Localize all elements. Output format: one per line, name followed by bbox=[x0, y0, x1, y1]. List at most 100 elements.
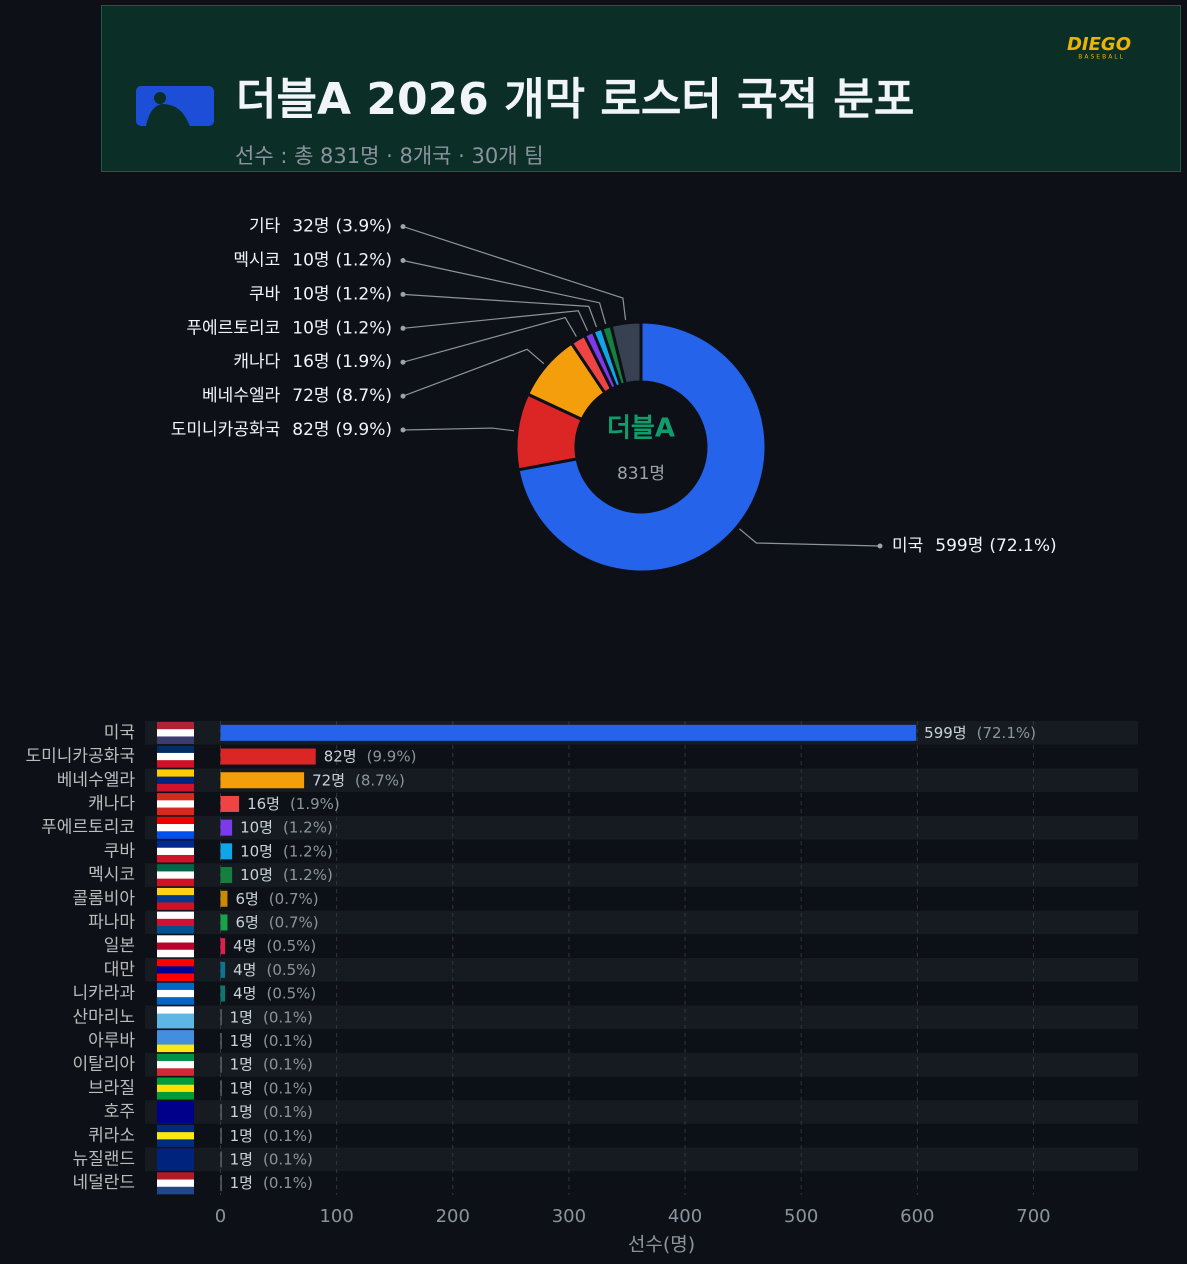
leader-line bbox=[402, 293, 598, 328]
flag-stripe bbox=[157, 722, 194, 730]
bar-label: 6명 (0.7%) bbox=[235, 889, 318, 907]
flag-stripe bbox=[157, 1037, 194, 1045]
leader-line bbox=[402, 226, 627, 321]
flag-stripe bbox=[157, 1108, 194, 1116]
flag-stripe bbox=[157, 982, 194, 991]
slice-label: 푸에르토리코 10명 (1.2%) bbox=[186, 318, 392, 338]
bar bbox=[220, 819, 233, 836]
bar-label: 1명 (0.1%) bbox=[230, 1055, 313, 1073]
flag-stripe bbox=[157, 1186, 194, 1195]
bar bbox=[220, 1032, 222, 1049]
y-tick-label: 도미니카공화국 bbox=[26, 747, 135, 767]
bar-label: 4명 (0.5%) bbox=[233, 960, 316, 978]
y-tick-label: 대만 bbox=[104, 960, 136, 980]
row-band bbox=[145, 910, 1138, 935]
bar-percent-label: (0.1%) bbox=[263, 1079, 313, 1097]
flag-stripe bbox=[157, 926, 194, 934]
flag-stripe bbox=[157, 760, 194, 768]
flag-stripe bbox=[157, 887, 194, 896]
bar-value-label: 599명 bbox=[924, 723, 966, 741]
leader-dot bbox=[400, 291, 406, 297]
flag-stripe bbox=[157, 1084, 194, 1093]
bar-label: 1명 (0.1%) bbox=[230, 1008, 313, 1026]
slice-name: 멕시코 bbox=[233, 251, 280, 271]
flag-stripe bbox=[157, 800, 194, 808]
bar-label: 4명 (0.5%) bbox=[233, 937, 316, 955]
flag-stripe bbox=[157, 1006, 194, 1014]
row-band bbox=[145, 886, 1138, 911]
bar-value-label: 82명 bbox=[324, 747, 357, 765]
bar bbox=[220, 961, 226, 978]
bar-value-label: 1명 bbox=[230, 1031, 253, 1049]
x-tick-label: 300 bbox=[552, 1206, 586, 1227]
bar-value-label: 6명 bbox=[235, 913, 258, 931]
bar-percent-label: (1.9%) bbox=[290, 794, 340, 812]
bar bbox=[220, 843, 233, 860]
flag-stripe bbox=[157, 878, 194, 887]
flag-stripe bbox=[157, 1179, 194, 1188]
bar bbox=[220, 1080, 222, 1097]
bar-value-label: 10명 bbox=[240, 842, 273, 860]
slice-name: 도미니카공화국 bbox=[171, 420, 280, 440]
flag-stripe bbox=[157, 1068, 194, 1076]
brand-logo: DIEGO bbox=[1067, 34, 1131, 55]
bar-value-label: 1명 bbox=[230, 1103, 253, 1121]
row-band bbox=[145, 1052, 1138, 1077]
flag-stripe bbox=[157, 1148, 194, 1157]
flag-stripe bbox=[157, 1077, 194, 1086]
row-band bbox=[145, 863, 1138, 887]
bar-value-label: 16명 bbox=[247, 794, 280, 812]
flag-stripe bbox=[157, 736, 194, 744]
y-tick-label: 뉴질랜드 bbox=[72, 1149, 135, 1169]
bar-label: 10명 (1.2%) bbox=[240, 842, 333, 860]
bar bbox=[220, 985, 226, 1002]
leader-line bbox=[402, 259, 607, 325]
bar-label: 4명 (0.5%) bbox=[233, 984, 316, 1002]
leader-dot bbox=[400, 359, 406, 365]
y-tick-label: 미국 bbox=[104, 723, 135, 743]
bar-label: 1명 (0.1%) bbox=[230, 1103, 313, 1121]
flag-stripe bbox=[157, 1030, 194, 1038]
leader-dot bbox=[400, 393, 406, 399]
flag-stripe bbox=[157, 942, 194, 951]
bar-percent-label: (8.7%) bbox=[355, 771, 405, 789]
flag-stripe bbox=[157, 864, 194, 872]
y-tick-label: 멕시코 bbox=[88, 865, 135, 885]
y-tick-label: 이탈리아 bbox=[72, 1055, 135, 1075]
row-band bbox=[145, 958, 1138, 982]
bar-percent-label: (1.2%) bbox=[283, 818, 333, 836]
slice-value: 10명 bbox=[292, 284, 329, 304]
slice-name: 베네수엘라 bbox=[202, 386, 281, 406]
bar-label: 1명 (0.1%) bbox=[230, 1079, 313, 1097]
bar-percent-label: (0.1%) bbox=[263, 1031, 313, 1049]
flag-stripe bbox=[157, 1155, 194, 1164]
flag-stripe bbox=[157, 1124, 194, 1133]
bar-value-label: 72명 bbox=[312, 771, 345, 789]
center-title: 더블A bbox=[607, 414, 675, 444]
bar-value-label: 10명 bbox=[240, 818, 273, 836]
bar-label: 72명 (8.7%) bbox=[312, 771, 405, 789]
flag-stripe bbox=[157, 783, 194, 792]
slice-name: 푸에르토리코 bbox=[186, 318, 280, 338]
slice-label: 미국 599명 (72.1%) bbox=[892, 536, 1057, 556]
slice-percent: (1.2%) bbox=[336, 284, 392, 304]
bar bbox=[220, 1009, 222, 1026]
leader-dot bbox=[400, 224, 406, 230]
bar-label: 10명 (1.2%) bbox=[240, 866, 333, 884]
bar-percent-label: (0.1%) bbox=[263, 1174, 313, 1192]
y-tick-label: 퀴라소 bbox=[88, 1126, 135, 1146]
leader-dot bbox=[400, 258, 406, 263]
bar-value-label: 10명 bbox=[240, 866, 273, 884]
bar-value-label: 1명 bbox=[230, 1126, 253, 1144]
slice-value: 16명 bbox=[292, 352, 329, 372]
y-tick-label: 아루바 bbox=[88, 1031, 135, 1051]
leader-line bbox=[402, 310, 589, 331]
bar bbox=[220, 795, 240, 812]
slice-percent: (8.7%) bbox=[336, 386, 392, 406]
bar-percent-label: (0.5%) bbox=[266, 960, 316, 978]
slice-value: 599명 bbox=[935, 536, 983, 556]
leader-line bbox=[739, 528, 881, 547]
flag-stripe bbox=[157, 1020, 194, 1029]
flag-stripe bbox=[157, 902, 194, 910]
